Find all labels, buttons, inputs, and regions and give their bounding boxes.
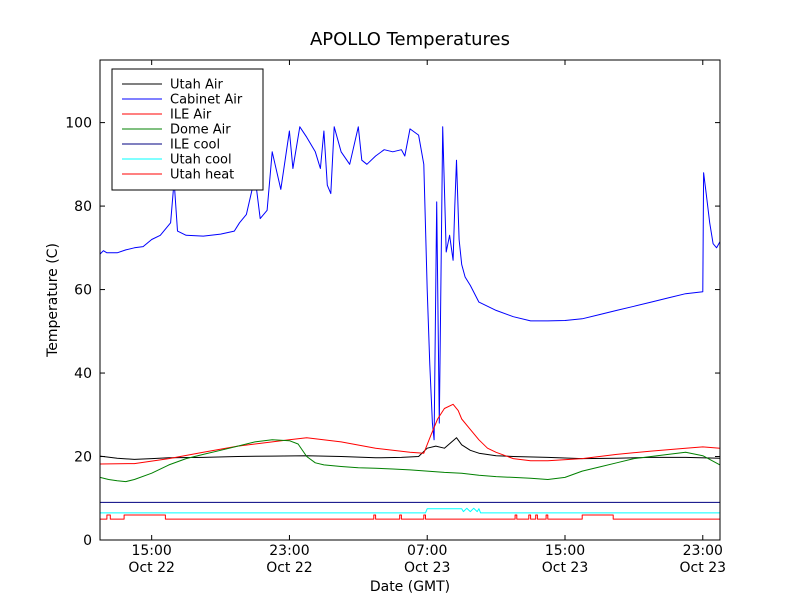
series-line-cabinet-air	[100, 126, 720, 441]
y-tick-label: 80	[74, 199, 92, 215]
legend-label: Utah heat	[170, 168, 234, 183]
x-tick-label-time: 23:00	[683, 543, 723, 559]
x-tick-label-date: Oct 23	[680, 560, 726, 576]
legend-label: ILE Air	[170, 108, 212, 123]
y-tick-label: 100	[65, 116, 92, 132]
x-tick-label-date: Oct 22	[128, 560, 174, 576]
x-tick-label-date: Oct 23	[404, 560, 450, 576]
series-line-utah-air	[100, 437, 720, 460]
y-axis-label: Temperature (C)	[45, 243, 61, 358]
x-axis-label: Date (GMT)	[370, 579, 450, 595]
x-tick-label-time: 15:00	[545, 543, 585, 559]
series-lines	[100, 126, 720, 520]
x-tick-label-date: Oct 22	[266, 560, 312, 576]
series-line-utah-heat	[100, 514, 720, 520]
legend-label: Cabinet Air	[170, 93, 243, 108]
x-tick-label-time: 23:00	[269, 543, 309, 559]
plot-frame	[99, 59, 721, 541]
y-tick-label: 60	[74, 283, 92, 299]
y-tick-label: 0	[83, 533, 92, 549]
y-tick-label: 40	[74, 366, 92, 382]
series-line-ile-air	[100, 403, 720, 465]
x-tick-label-time: 15:00	[131, 543, 171, 559]
legend-label: Utah Air	[170, 78, 223, 93]
x-tick-label-time: 07:00	[407, 543, 447, 559]
legend-label: Utah cool	[170, 153, 232, 168]
series-line-dome-air	[100, 439, 720, 483]
series-line-utah-cool	[100, 507, 720, 514]
y-tick-label: 20	[74, 450, 92, 466]
legend-label: Dome Air	[170, 123, 231, 138]
chart-title: APOLLO Temperatures	[310, 29, 510, 50]
x-tick-label-date: Oct 23	[542, 560, 588, 576]
legend-label: ILE cool	[170, 138, 220, 153]
